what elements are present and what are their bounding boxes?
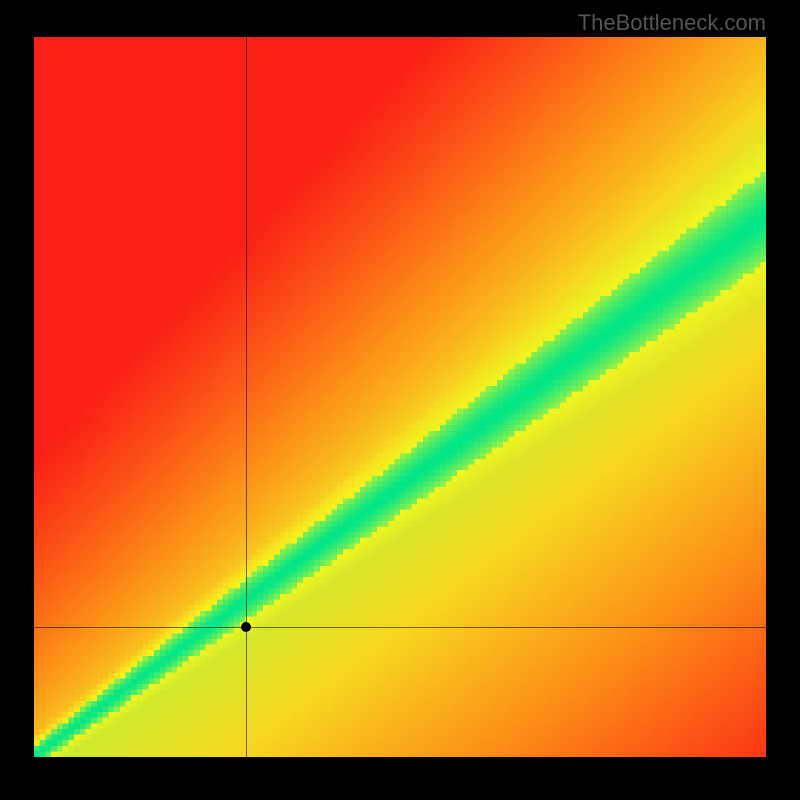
- watermark-text: TheBottleneck.com: [578, 10, 766, 36]
- crosshair-vertical: [246, 37, 247, 757]
- chart-container: TheBottleneck.com: [0, 0, 800, 800]
- bottleneck-heatmap: [34, 37, 766, 757]
- selection-marker: [241, 622, 251, 632]
- crosshair-horizontal: [34, 627, 766, 628]
